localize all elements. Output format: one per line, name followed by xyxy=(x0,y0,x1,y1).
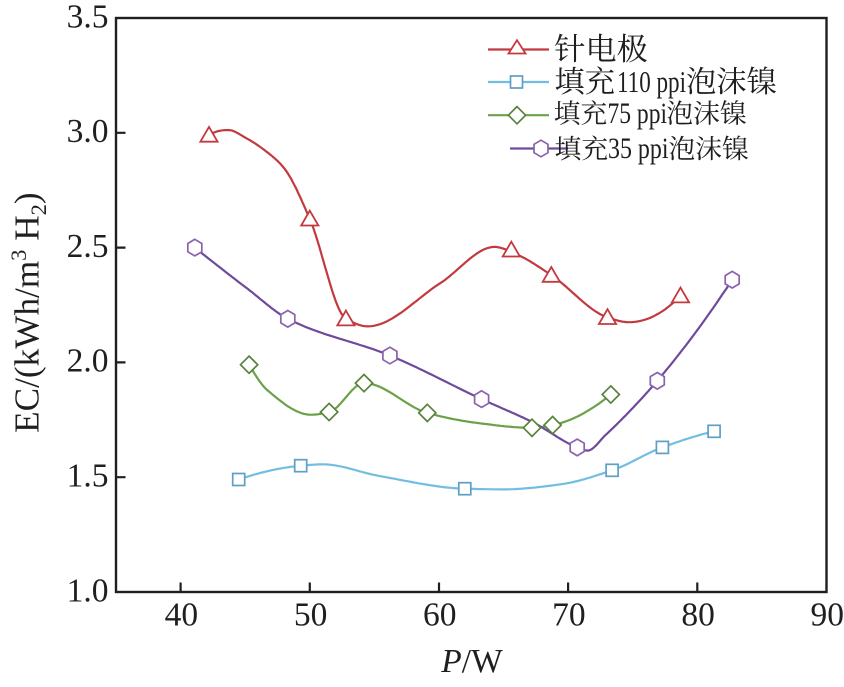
svg-text:1.0: 1.0 xyxy=(67,572,109,609)
svg-text:50: 50 xyxy=(294,597,328,634)
svg-text:80: 80 xyxy=(681,597,715,634)
svg-text:1.5: 1.5 xyxy=(67,458,109,495)
svg-text:3.5: 3.5 xyxy=(67,0,109,35)
svg-text:EC/(kWh/m3 H2): EC/(kWh/m3 H2) xyxy=(6,192,51,432)
svg-text:90: 90 xyxy=(811,597,844,634)
svg-text:75 ppi: 75 ppi xyxy=(608,98,668,130)
svg-text:40: 40 xyxy=(165,597,199,634)
svg-text:60: 60 xyxy=(423,597,457,634)
svg-text:3.0: 3.0 xyxy=(67,113,109,150)
svg-text:P/W: P/W xyxy=(440,643,503,680)
svg-text:110 ppi: 110 ppi xyxy=(617,64,686,99)
svg-text:35 ppi: 35 ppi xyxy=(608,133,669,165)
svg-text:2.0: 2.0 xyxy=(67,343,109,380)
svg-text:70: 70 xyxy=(552,597,586,634)
svg-text:2.5: 2.5 xyxy=(67,228,109,265)
